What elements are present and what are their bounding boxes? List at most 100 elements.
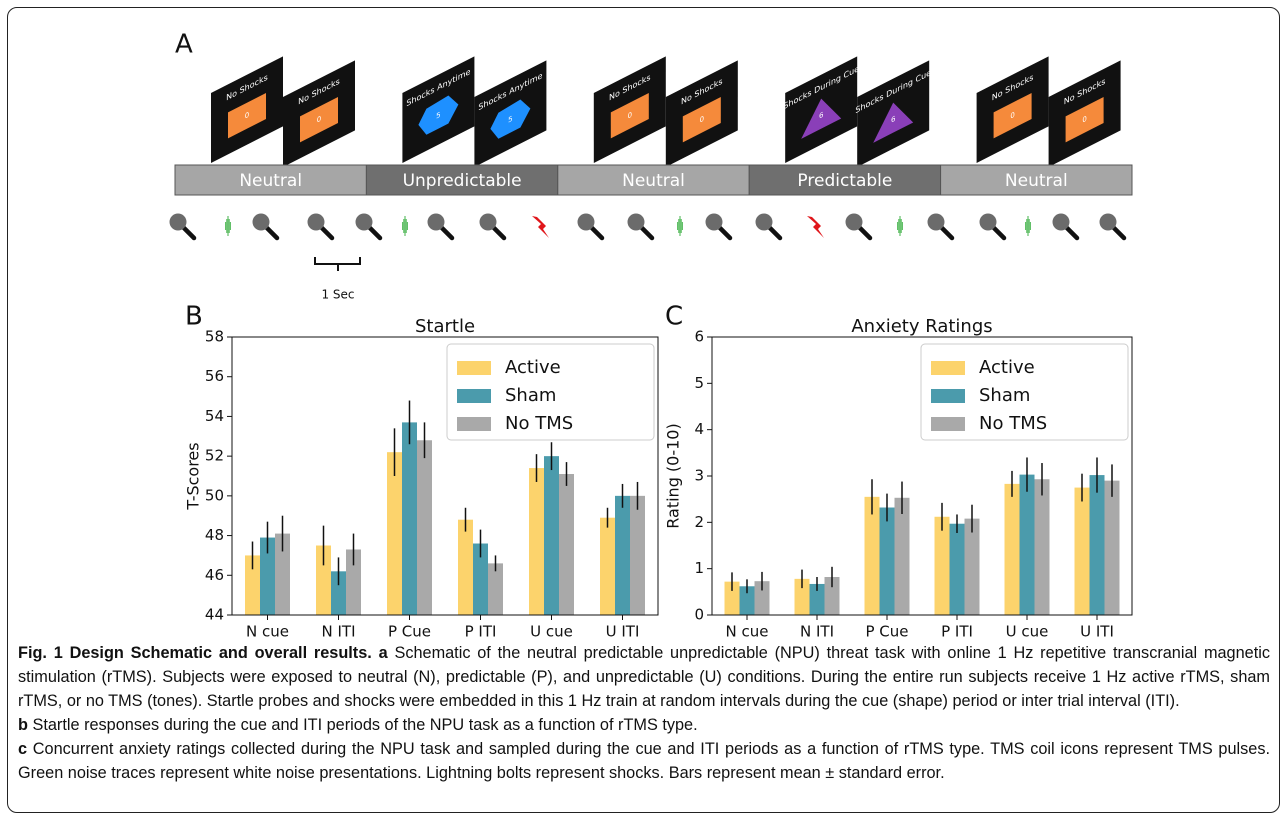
screen-number: 5 [508,114,513,125]
coil-head [252,213,270,231]
axes-frame [711,336,1133,616]
cue-shape [682,96,721,143]
y-tick-label: 52 [205,447,224,465]
scale-bracket [314,257,361,271]
coil-head [169,213,187,231]
screen-number: 0 [628,110,633,121]
caption-text: Startle responses during the cue and ITI… [32,716,698,734]
bar [417,440,432,615]
bar [615,495,630,615]
cue-shape [490,99,531,139]
condition-label: Neutral [622,171,685,191]
y-tick-label: 44 [205,606,224,624]
coil-head [627,213,645,231]
caption-part: c Concurrent anxiety ratings collected d… [18,737,1270,785]
coil-head [355,213,373,231]
legend-swatch [457,417,491,431]
bar [1019,474,1035,615]
cue-shape [300,96,338,143]
condition-segment [557,164,750,196]
caption-title: Fig. 1 Design Schematic and overall resu… [18,644,372,662]
bar [458,519,473,615]
screen-number: 6 [819,110,824,121]
legend-box [920,343,1129,441]
legend-swatch [931,389,965,403]
cue-shape [873,102,914,143]
condition-label: Unpredictable [403,171,522,191]
y-tick-label: 2 [694,513,704,531]
cue-shape [610,92,649,139]
bar [1104,480,1120,615]
y-tick-label: 6 [694,328,704,346]
bar [724,581,740,615]
bar [245,555,260,615]
cue-shape [418,95,459,135]
bar [316,545,331,615]
x-tick-label: U cue [530,623,573,641]
screen-number: 6 [891,114,896,125]
x-tick-label: P ITI [465,623,497,641]
bar [949,523,965,615]
bar [529,468,544,615]
legend-swatch [931,417,965,431]
coil-head [927,213,945,231]
bar [794,578,810,615]
condition-segment [174,164,367,196]
figure-frame [7,7,1280,813]
coil-head [1052,213,1070,231]
y-tick-label: 4 [694,420,704,438]
y-tick-label: 48 [205,526,224,544]
y-tick-label: 58 [205,328,224,346]
coil-head [427,213,445,231]
x-tick-label: U ITI [606,623,640,641]
y-axis-label: T-Scores [184,442,203,510]
bar [260,537,275,615]
x-tick-label: U cue [1006,623,1049,641]
bar [488,563,503,615]
caption-text: Concurrent anxiety ratings collected dur… [18,740,1270,782]
bar [387,452,402,615]
screen-number: 0 [245,110,250,121]
chart-title: Startle [415,316,475,337]
coil-head [979,213,997,231]
scale-label: 1 Sec [321,288,354,302]
bar [402,422,417,615]
y-tick-label: 5 [694,374,704,392]
bar [600,517,615,615]
x-tick-label: P Cue [865,623,908,641]
legend-swatch [931,361,965,375]
cue-shape [993,92,1032,139]
x-tick-label: P Cue [388,623,431,641]
bar [630,495,645,615]
y-tick-label: 50 [205,486,224,504]
cue-shape [1065,96,1104,143]
condition-label: Predictable [797,171,892,191]
x-tick-label: N ITI [800,623,834,641]
caption-first: Fig. 1 Design Schematic and overall resu… [18,641,1270,713]
shock-bolt [807,216,824,238]
caption-label: b [18,716,28,734]
shock-bolt [532,216,549,238]
caption-label: c [18,740,28,758]
coil-head [307,213,325,231]
coil-head [479,213,497,231]
panel-label: A [175,30,193,60]
bar [275,533,290,615]
legend-label: Sham [505,385,556,406]
x-tick-label: P ITI [941,623,973,641]
legend-label: Sham [979,385,1030,406]
condition-label: Neutral [239,171,302,191]
screen-number: 0 [317,114,322,125]
bar [1034,479,1050,615]
legend-label: Active [505,357,561,378]
screen-number: 0 [1010,110,1015,121]
legend-swatch [457,361,491,375]
coil-head [577,213,595,231]
legend-box [446,343,655,441]
coil-head [845,213,863,231]
bar [544,456,559,615]
axes-frame [231,336,659,616]
